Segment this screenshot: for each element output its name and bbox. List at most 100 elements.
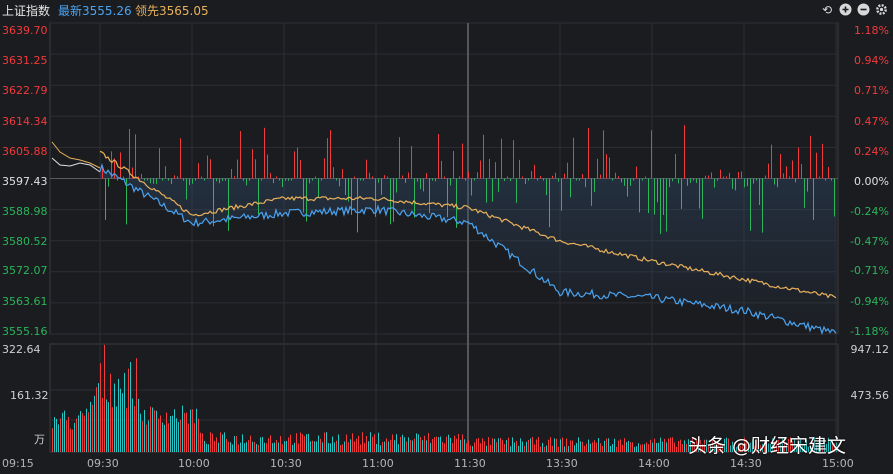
breadth-bar — [165, 166, 166, 179]
volume-bar — [576, 442, 577, 452]
volume-bar — [632, 442, 633, 452]
breadth-bar — [255, 159, 256, 179]
breadth-bar — [687, 178, 688, 186]
breadth-bar — [771, 144, 772, 179]
volume-bar — [776, 441, 777, 452]
volume-bar — [280, 435, 281, 452]
breadth-bar — [732, 178, 733, 189]
breadth-bar — [474, 178, 475, 181]
latest-price-value: 3555.26 — [82, 4, 132, 18]
volume-bar — [384, 441, 385, 452]
time-tick: 11:30 — [454, 457, 486, 470]
volume-bar — [108, 402, 109, 452]
volume-bar — [220, 432, 221, 452]
volume-bar — [582, 441, 583, 452]
volume-bar — [408, 437, 409, 452]
volume-bar — [554, 438, 555, 452]
volume-bar — [62, 412, 63, 452]
volume-bar — [634, 446, 635, 452]
volume-bar — [502, 439, 503, 452]
zoom-out-icon[interactable] — [856, 3, 870, 17]
volume-bar — [422, 440, 423, 452]
breadth-bar — [453, 150, 454, 179]
breadth-bar — [156, 178, 157, 184]
breadth-bar — [657, 178, 658, 203]
volume-bar — [244, 443, 245, 452]
volume-bar — [256, 444, 257, 452]
breadth-bar — [231, 168, 232, 179]
volume-bar — [746, 439, 747, 452]
volume-bar — [672, 437, 673, 452]
breadth-bar — [801, 164, 802, 179]
volume-bar — [460, 439, 461, 452]
breadth-bar — [306, 178, 307, 222]
breadth-bar — [675, 154, 676, 179]
volume-bar — [242, 434, 243, 452]
settings-icon[interactable] — [874, 3, 888, 17]
volume-bar — [538, 437, 539, 452]
volume-bar — [386, 438, 387, 452]
volume-bar — [724, 438, 725, 452]
price-tick: 3622.79 — [2, 84, 48, 97]
volume-bar — [164, 424, 165, 452]
volume-bar — [562, 437, 563, 452]
volume-bar — [802, 445, 803, 452]
volume-bar — [66, 420, 67, 452]
breadth-bar — [366, 159, 367, 179]
volume-bar — [180, 419, 181, 452]
volume-bar — [260, 437, 261, 452]
volume-bar — [162, 422, 163, 452]
volume-bar — [64, 410, 65, 452]
breadth-bar — [297, 147, 298, 179]
volume-bar — [74, 422, 75, 452]
breadth-bar — [534, 164, 535, 179]
breadth-bar — [336, 178, 337, 181]
volume-bar — [240, 442, 241, 452]
watermark: 头条 @财经宋建文 — [688, 435, 847, 457]
volume-bar — [172, 415, 173, 452]
breadth-bar — [702, 178, 703, 219]
breadth-bar — [579, 178, 580, 181]
volume-bar — [436, 436, 437, 452]
zoom-in-icon[interactable] — [838, 3, 852, 17]
volume-bar — [208, 444, 209, 452]
undo-icon[interactable]: ⟲ — [821, 3, 833, 17]
volume-bar — [308, 433, 309, 452]
price-area-fill — [100, 165, 836, 334]
volume-bar — [320, 438, 321, 452]
time-tick: 11:00 — [362, 457, 394, 470]
price-tick: 3580.52 — [2, 235, 48, 248]
breadth-bar — [564, 173, 565, 179]
breadth-bar — [621, 178, 622, 183]
breadth-bar — [351, 178, 352, 215]
volume-bar — [332, 436, 333, 452]
volume-bar — [284, 441, 285, 452]
volume-bar — [512, 437, 513, 452]
volume-bar — [662, 441, 663, 452]
volume-bar — [762, 443, 763, 452]
volume-bar — [494, 438, 495, 452]
breadth-bar — [450, 178, 451, 186]
volume-bar — [442, 441, 443, 452]
volume-bar — [306, 434, 307, 452]
volume-bar — [110, 373, 111, 452]
volume-bar — [144, 409, 145, 452]
volume-bar — [404, 437, 405, 452]
volume-bar — [346, 434, 347, 452]
breadth-bar — [252, 149, 253, 179]
breadth-bar — [666, 178, 667, 232]
breadth-bar — [654, 178, 655, 215]
breadth-bar — [105, 178, 106, 220]
volume-bar — [182, 405, 183, 452]
breadth-bar — [525, 178, 526, 185]
breadth-bar — [768, 163, 769, 179]
lead-index-label: 领先3565.05 — [135, 4, 209, 18]
breadth-bar — [705, 175, 706, 179]
breadth-bar — [285, 178, 286, 181]
percent-tick: -1.18% — [850, 325, 889, 338]
volume-bar — [492, 438, 493, 452]
volume-bar — [606, 438, 607, 452]
volume-bar — [814, 437, 815, 452]
volume-bar — [824, 442, 825, 452]
